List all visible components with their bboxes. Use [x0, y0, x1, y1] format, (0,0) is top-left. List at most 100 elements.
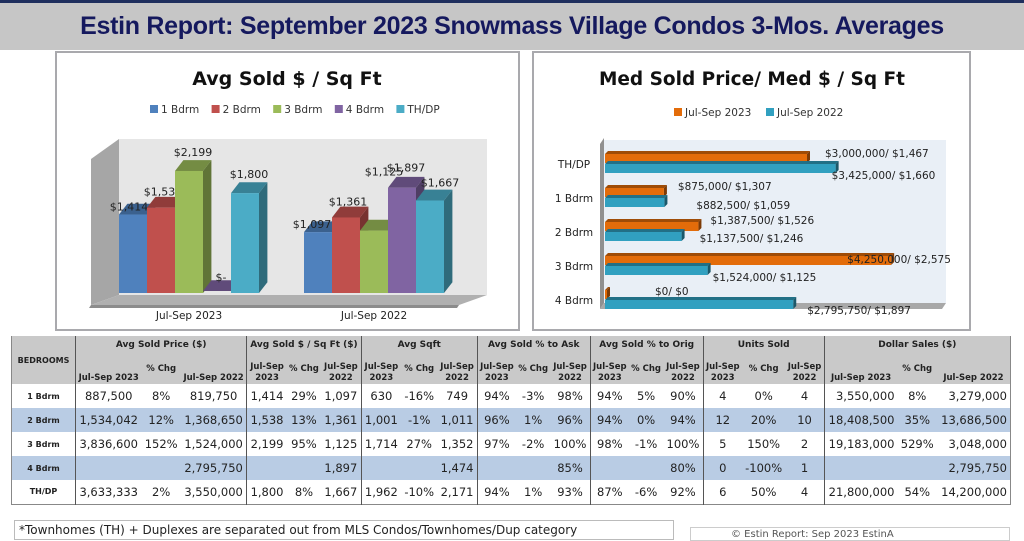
bar-side	[891, 253, 895, 265]
bar-jul-sep-2023	[605, 154, 807, 163]
table-cell: 0%	[754, 389, 773, 403]
legend-swatch	[334, 105, 343, 113]
table-cell: 97%	[476, 432, 516, 456]
table-cell: -1%	[634, 437, 658, 451]
bar-jul-sep-2022	[605, 266, 708, 275]
table-cell: 96%	[476, 408, 516, 432]
bar-top	[304, 221, 341, 233]
table-cell: 887,500	[75, 384, 142, 408]
bar-jul-sep-2022	[605, 300, 794, 309]
data-label: $1,125	[365, 166, 404, 179]
table-cell: 1,097	[324, 389, 358, 403]
data-label: $1,361	[329, 195, 368, 208]
bar-top	[360, 219, 397, 231]
table-cell: 94%	[663, 408, 704, 432]
chart-floor-edge	[89, 305, 459, 308]
row-label: 1 Bdrm	[27, 391, 60, 401]
table-cell	[515, 456, 551, 480]
bar-top	[147, 196, 184, 208]
column-subheader: Jul-Sep 2022	[180, 354, 247, 384]
table-cell: 12%	[141, 408, 181, 432]
column-subheader: Jul-Sep 2023	[589, 354, 629, 384]
table-cell: 1%	[515, 408, 551, 432]
table-row: 4 Bdrm 2,795,750 1,897 1,474 85% 80% 0 -100% 1 2,…	[11, 456, 1011, 480]
table-cell: 3,279,000	[948, 389, 1007, 403]
column-subheader: Jul-Sep 2023	[360, 354, 402, 384]
table-cell	[476, 456, 516, 480]
legend-label: 4 Bdrm	[346, 104, 384, 116]
bar-side	[807, 151, 810, 163]
bar-side	[707, 263, 711, 275]
bar-top	[605, 151, 810, 154]
bar-top	[203, 280, 240, 291]
bar-top	[605, 219, 702, 222]
bar-th-dp	[416, 200, 444, 293]
bar-side	[607, 287, 610, 299]
avg-sold-per-sqft-chart: Avg Sold $ / Sq Ft 1 Bdrm 2 Bdrm 3 Bdrm 4 Bd…	[89, 68, 487, 322]
table-cell: 1,414	[246, 384, 287, 408]
table-cell: 50%	[750, 484, 777, 499]
table-cell: 1,667	[324, 484, 358, 499]
table-cell: 98%	[557, 389, 583, 403]
column-subheader: % Chg	[286, 354, 322, 384]
table-cell: 1,524,000	[184, 437, 243, 451]
table-cell: -6%	[634, 484, 658, 499]
table-cell	[589, 456, 629, 480]
table-cell: 13,686,500	[936, 408, 1011, 432]
table-cell: 819,750	[189, 389, 238, 403]
bar-jul-sep-2023	[605, 256, 892, 265]
legend-swatch	[273, 105, 282, 113]
table-cell: 2	[800, 437, 809, 451]
column-subheader: % Chg	[515, 354, 551, 384]
table-cell: 1,361	[321, 408, 362, 432]
data-label: $3,425,000/ $1,660	[832, 170, 936, 182]
table-cell: 3,633,333	[75, 480, 142, 504]
table-cell: 3,550,000	[823, 384, 898, 408]
column-subheader: % Chg	[741, 354, 786, 384]
table-cell: 90%	[670, 389, 696, 403]
table-cell: 2,199	[246, 432, 287, 456]
table-cell	[401, 456, 438, 480]
table-row: 2 Bdrm 1,534,042 12% 1,368,650 1,538 13% 1,361…	[11, 408, 1011, 432]
table-cell: 100%	[666, 437, 700, 451]
table-cell: 1,011	[437, 408, 478, 432]
data-label: $3,000,000/ $1,467	[825, 148, 929, 160]
table-cell	[628, 456, 664, 480]
table-cell: 20%	[741, 408, 786, 432]
bar-side	[203, 160, 212, 293]
data-label: $1,538	[144, 186, 183, 199]
table-cell: 152%	[144, 437, 178, 451]
bedrooms-header: BEDROOMS	[11, 336, 76, 384]
table-cell: 3,048,000	[948, 437, 1007, 451]
legend-label: TH/DP	[406, 104, 439, 116]
table-cell: 96%	[550, 408, 591, 432]
table-cell: -10%	[404, 484, 435, 499]
bar-top	[605, 263, 711, 266]
copyright-note: © Estin Report: Sep 2023 EstinA	[690, 527, 1010, 541]
legend-label: Jul-Sep 2023	[684, 107, 751, 119]
bar-top	[388, 176, 425, 188]
legend-swatch	[211, 105, 220, 113]
column-subheader: % Chg	[401, 354, 438, 384]
table-cell: 94%	[476, 384, 516, 408]
table-cell: 1,352	[440, 437, 474, 451]
table-cell: 13%	[286, 408, 322, 432]
legend-label: 3 Bdrm	[284, 104, 322, 116]
table-cell: 749	[446, 389, 469, 403]
bar-1-bdrm	[119, 214, 147, 293]
bar-jul-sep-2023	[605, 290, 607, 299]
column-subheader: % Chg	[141, 354, 181, 384]
bar-jul-sep-2022	[605, 164, 836, 173]
table-cell: 85%	[550, 456, 591, 480]
bar-3-bdrm	[175, 170, 203, 293]
chart-side-wall	[600, 138, 604, 309]
bar-side	[681, 229, 685, 241]
column-group-header: Avg Sold % to Orig	[589, 336, 704, 354]
legend-label: 2 Bdrm	[223, 104, 261, 116]
column-group-header: Dollar Sales ($)	[823, 336, 1011, 354]
bar-top	[605, 161, 839, 164]
row-label: 2 Bdrm	[11, 408, 76, 432]
table-cell: 87%	[589, 480, 629, 504]
table-cell: 94%	[476, 480, 516, 504]
table-cell	[75, 456, 142, 480]
